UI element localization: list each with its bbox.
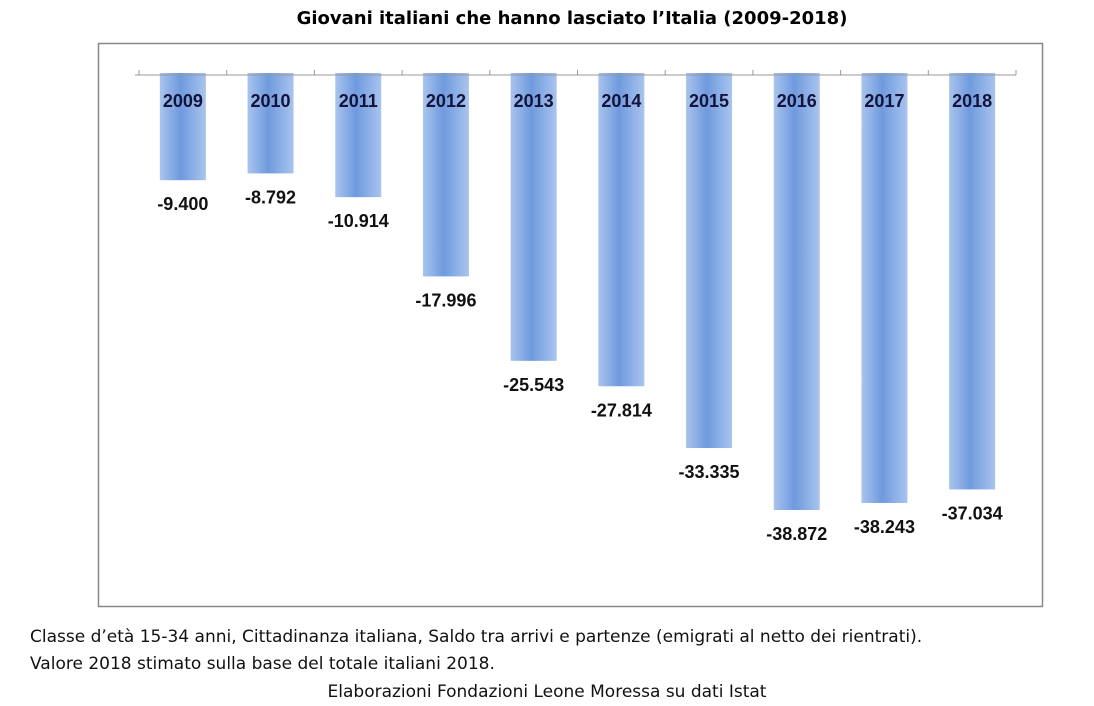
- bar-2010: [247, 73, 294, 174]
- category-label: 2011: [339, 91, 378, 111]
- data-label: -8.792: [245, 187, 296, 207]
- bar-2009: [159, 73, 206, 181]
- category-label: 2017: [864, 91, 904, 111]
- bar-2018: [949, 73, 996, 490]
- data-label: -9.400: [157, 194, 208, 214]
- category-label: 2015: [689, 91, 729, 111]
- category-label: 2009: [163, 91, 203, 111]
- data-label: -17.996: [415, 290, 476, 310]
- data-label: -38.243: [854, 517, 915, 537]
- category-label: 2014: [601, 91, 641, 111]
- data-label: -10.914: [328, 211, 389, 231]
- bar-2014: [598, 73, 645, 387]
- bar-2013: [510, 73, 557, 361]
- data-label: -27.814: [591, 400, 652, 420]
- category-label: 2010: [251, 91, 291, 111]
- chart-title: Giovani italiani che hanno lasciato l’It…: [297, 8, 848, 29]
- bar-2015: [686, 73, 733, 449]
- bar-2012: [422, 73, 469, 277]
- data-label: -33.335: [679, 462, 740, 482]
- category-label: 2016: [777, 91, 817, 111]
- bar-2016: [773, 73, 820, 510]
- category-label: 2013: [514, 91, 554, 111]
- bar-2017: [861, 73, 908, 503]
- data-label: -25.543: [503, 375, 564, 395]
- footnote-line-2: Valore 2018 stimato sulla base del total…: [30, 654, 495, 674]
- category-label: 2012: [426, 91, 466, 111]
- data-label: -38.872: [766, 524, 827, 544]
- data-label: -37.034: [942, 503, 1003, 523]
- bar-2011: [335, 73, 382, 198]
- source-credit: Elaborazioni Fondazioni Leone Moressa su…: [327, 682, 767, 702]
- category-label: 2018: [952, 91, 992, 111]
- footnote-line-1: Classe d’età 15-34 anni, Cittadinanza it…: [30, 627, 923, 647]
